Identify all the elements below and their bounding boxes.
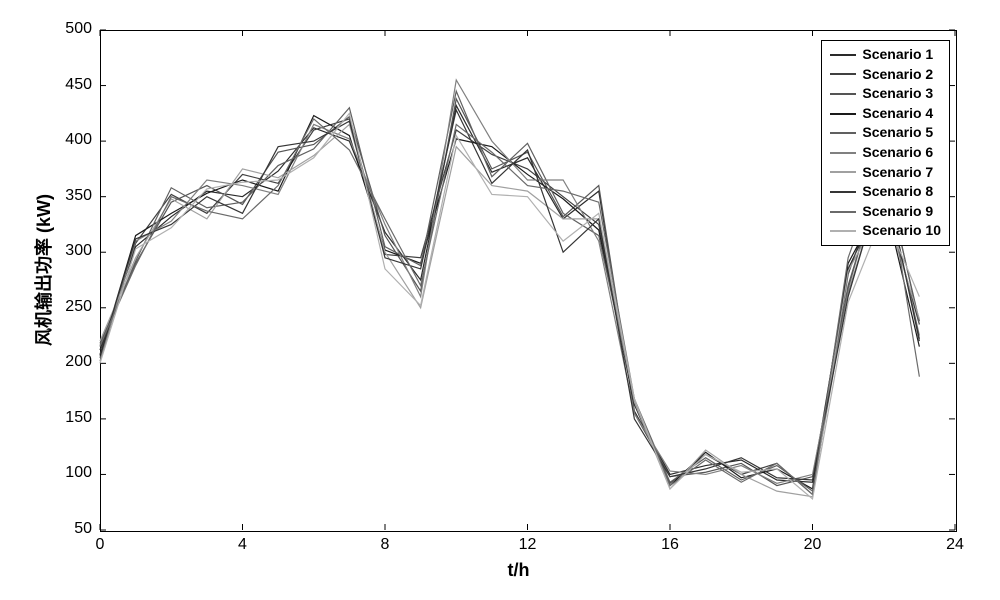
- legend-item: Scenario 4: [830, 104, 941, 124]
- legend-label: Scenario 6: [862, 143, 933, 163]
- legend-item: Scenario 5: [830, 123, 941, 143]
- y-tick-label: 50: [42, 520, 92, 538]
- legend-swatch: [830, 230, 856, 232]
- legend-item: Scenario 10: [830, 221, 941, 241]
- series-line: [100, 113, 919, 499]
- legend-item: Scenario 9: [830, 202, 941, 222]
- legend-swatch: [830, 171, 856, 173]
- series-line: [100, 91, 919, 491]
- x-tick-label: 20: [793, 536, 833, 554]
- y-tick-label: 200: [42, 353, 92, 371]
- legend-swatch: [830, 113, 856, 115]
- legend-swatch: [830, 93, 856, 95]
- y-tick-label: 500: [42, 20, 92, 38]
- legend-swatch: [830, 152, 856, 154]
- y-tick-label: 250: [42, 298, 92, 316]
- legend-item: Scenario 6: [830, 143, 941, 163]
- chart-container: Scenario 1Scenario 2Scenario 3Scenario 4…: [0, 0, 1000, 600]
- series-line: [100, 119, 919, 495]
- legend-label: Scenario 1: [862, 45, 933, 65]
- y-tick-label: 400: [42, 131, 92, 149]
- legend-label: Scenario 5: [862, 123, 933, 143]
- series-line: [100, 80, 919, 483]
- legend-item: Scenario 2: [830, 65, 941, 85]
- x-tick-label: 0: [80, 536, 120, 554]
- y-tick-label: 100: [42, 464, 92, 482]
- legend-item: Scenario 1: [830, 45, 941, 65]
- legend-swatch: [830, 211, 856, 213]
- series-line: [100, 124, 919, 496]
- legend-box: Scenario 1Scenario 2Scenario 3Scenario 4…: [821, 40, 950, 246]
- legend-label: Scenario 2: [862, 65, 933, 85]
- legend-label: Scenario 3: [862, 84, 933, 104]
- legend-label: Scenario 7: [862, 163, 933, 183]
- x-tick-label: 16: [650, 536, 690, 554]
- legend-item: Scenario 3: [830, 84, 941, 104]
- series-line: [100, 99, 919, 486]
- series-line: [100, 116, 919, 489]
- x-tick-label: 4: [223, 536, 263, 554]
- legend-swatch: [830, 73, 856, 75]
- legend-item: Scenario 8: [830, 182, 941, 202]
- legend-swatch: [830, 54, 856, 56]
- legend-swatch: [830, 191, 856, 193]
- y-tick-label: 300: [42, 242, 92, 260]
- legend-label: Scenario 9: [862, 202, 933, 222]
- y-tick-label: 450: [42, 76, 92, 94]
- legend-swatch: [830, 132, 856, 134]
- x-axis-label: t/h: [508, 560, 530, 581]
- x-tick-label: 12: [508, 536, 548, 554]
- legend-label: Scenario 8: [862, 182, 933, 202]
- legend-label: Scenario 4: [862, 104, 933, 124]
- x-tick-label: 24: [935, 536, 975, 554]
- series-line: [100, 119, 919, 495]
- x-tick-label: 8: [365, 536, 405, 554]
- legend-item: Scenario 7: [830, 163, 941, 183]
- y-tick-label: 150: [42, 409, 92, 427]
- legend-label: Scenario 10: [862, 221, 941, 241]
- y-tick-label: 350: [42, 187, 92, 205]
